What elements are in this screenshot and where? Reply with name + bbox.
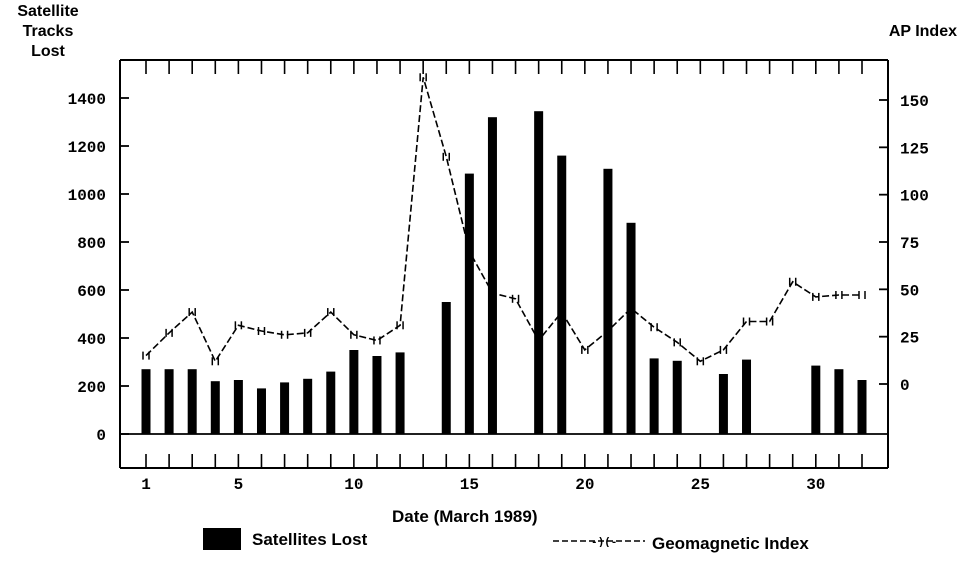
line-point bbox=[858, 291, 866, 300]
y2-tick-label: 75 bbox=[900, 235, 919, 253]
svg-text:-)(-: -)(- bbox=[591, 537, 617, 547]
bar bbox=[557, 155, 567, 434]
line-series bbox=[142, 73, 866, 366]
line-point bbox=[696, 357, 705, 366]
plot-frame bbox=[119, 59, 889, 469]
legend-bar-swatch bbox=[203, 528, 241, 550]
line-point bbox=[234, 321, 243, 330]
line-point bbox=[465, 247, 474, 256]
line-point bbox=[303, 328, 312, 337]
line-point bbox=[373, 336, 381, 345]
line-point bbox=[627, 304, 635, 313]
y2-tick-label: 150 bbox=[900, 93, 929, 111]
y-tick-label: 1400 bbox=[68, 91, 106, 109]
y2-tick-label: 25 bbox=[900, 330, 919, 348]
line-point bbox=[511, 294, 520, 303]
legend-line-swatch: -)(- bbox=[553, 537, 645, 547]
x-tick-label: 20 bbox=[575, 476, 594, 494]
bar bbox=[811, 365, 821, 434]
y-tick-label: 400 bbox=[77, 331, 106, 349]
bar bbox=[372, 356, 382, 434]
line-point bbox=[419, 73, 427, 82]
line-point bbox=[188, 308, 196, 317]
x-axis-title: Date (March 1989) bbox=[392, 507, 538, 526]
line-point bbox=[719, 345, 728, 354]
line-point bbox=[835, 291, 843, 300]
line-point bbox=[581, 345, 589, 354]
bar bbox=[834, 369, 844, 434]
line-point bbox=[604, 326, 612, 335]
x-tick-label: 10 bbox=[344, 476, 363, 494]
line-point bbox=[788, 277, 797, 286]
bar bbox=[187, 369, 197, 434]
line-point bbox=[142, 351, 150, 360]
left-axis-title-line: Satellite bbox=[17, 3, 79, 20]
line-point bbox=[557, 308, 566, 317]
legend-bar-label: Satellites Lost bbox=[252, 530, 368, 549]
line-point bbox=[673, 338, 681, 347]
line-point bbox=[765, 317, 774, 326]
bar bbox=[672, 360, 682, 434]
legend-line-label: Geomagnetic Index bbox=[652, 534, 809, 553]
bar bbox=[718, 374, 728, 434]
y-tick-label: 1000 bbox=[68, 187, 106, 205]
line-point bbox=[442, 152, 451, 161]
y2-tick-label: 50 bbox=[900, 282, 919, 300]
x-tick-label: 1 bbox=[141, 476, 151, 494]
y-tick-label: 0 bbox=[96, 427, 106, 445]
bar bbox=[349, 350, 359, 434]
x-tick-label: 15 bbox=[460, 476, 479, 494]
line-point bbox=[350, 330, 358, 339]
y2-tick-label: 100 bbox=[900, 188, 929, 206]
x-axis: 1 5 10 15 20 25 30 bbox=[141, 476, 825, 494]
y-tick-label: 1200 bbox=[68, 139, 106, 157]
y2-tick-label: 0 bbox=[900, 377, 910, 395]
line-point bbox=[488, 289, 497, 298]
right-axis: 0 25 50 75 100 125 150 bbox=[879, 93, 929, 395]
bar bbox=[141, 369, 151, 434]
line-point bbox=[280, 330, 289, 339]
bar bbox=[303, 378, 313, 434]
bar bbox=[326, 371, 336, 434]
right-axis-title: AP Index bbox=[888, 23, 957, 40]
bar bbox=[233, 380, 243, 434]
line-point bbox=[396, 321, 404, 330]
y-tick-label: 200 bbox=[77, 379, 106, 397]
line-point bbox=[812, 292, 820, 301]
left-axis: 0 200 400 600 800 1000 1200 1400 bbox=[68, 91, 129, 445]
bar bbox=[534, 111, 544, 434]
y2-tick-label: 125 bbox=[900, 140, 929, 158]
line-point bbox=[742, 317, 751, 326]
line-point bbox=[650, 323, 658, 332]
line-point bbox=[165, 328, 173, 337]
y-tick-label: 600 bbox=[77, 283, 106, 301]
line-point bbox=[534, 336, 543, 345]
bar bbox=[487, 117, 497, 434]
left-axis-title-line: Lost bbox=[31, 43, 65, 60]
y-tick-label: 800 bbox=[77, 235, 106, 253]
bar bbox=[210, 381, 220, 434]
x-tick-label: 5 bbox=[234, 476, 244, 494]
left-axis-title-line: Tracks bbox=[22, 23, 74, 40]
x-tick-label: 25 bbox=[691, 476, 710, 494]
line-point bbox=[327, 308, 335, 317]
bar bbox=[395, 352, 405, 434]
bar bbox=[164, 369, 174, 434]
bar bbox=[649, 358, 659, 434]
line-point bbox=[211, 357, 220, 366]
x-tick-label: 30 bbox=[806, 476, 825, 494]
bar bbox=[626, 222, 636, 434]
geomagnetic-line bbox=[145, 77, 862, 363]
bar bbox=[464, 173, 474, 434]
bar bbox=[603, 168, 613, 435]
bar bbox=[742, 359, 752, 434]
bar bbox=[280, 382, 290, 434]
left-axis-title: Satellite Tracks Lost bbox=[8, 2, 88, 62]
line-point bbox=[257, 326, 266, 335]
bar bbox=[857, 380, 867, 434]
bar-series bbox=[141, 111, 867, 435]
bar bbox=[441, 302, 451, 434]
bar bbox=[256, 388, 266, 434]
